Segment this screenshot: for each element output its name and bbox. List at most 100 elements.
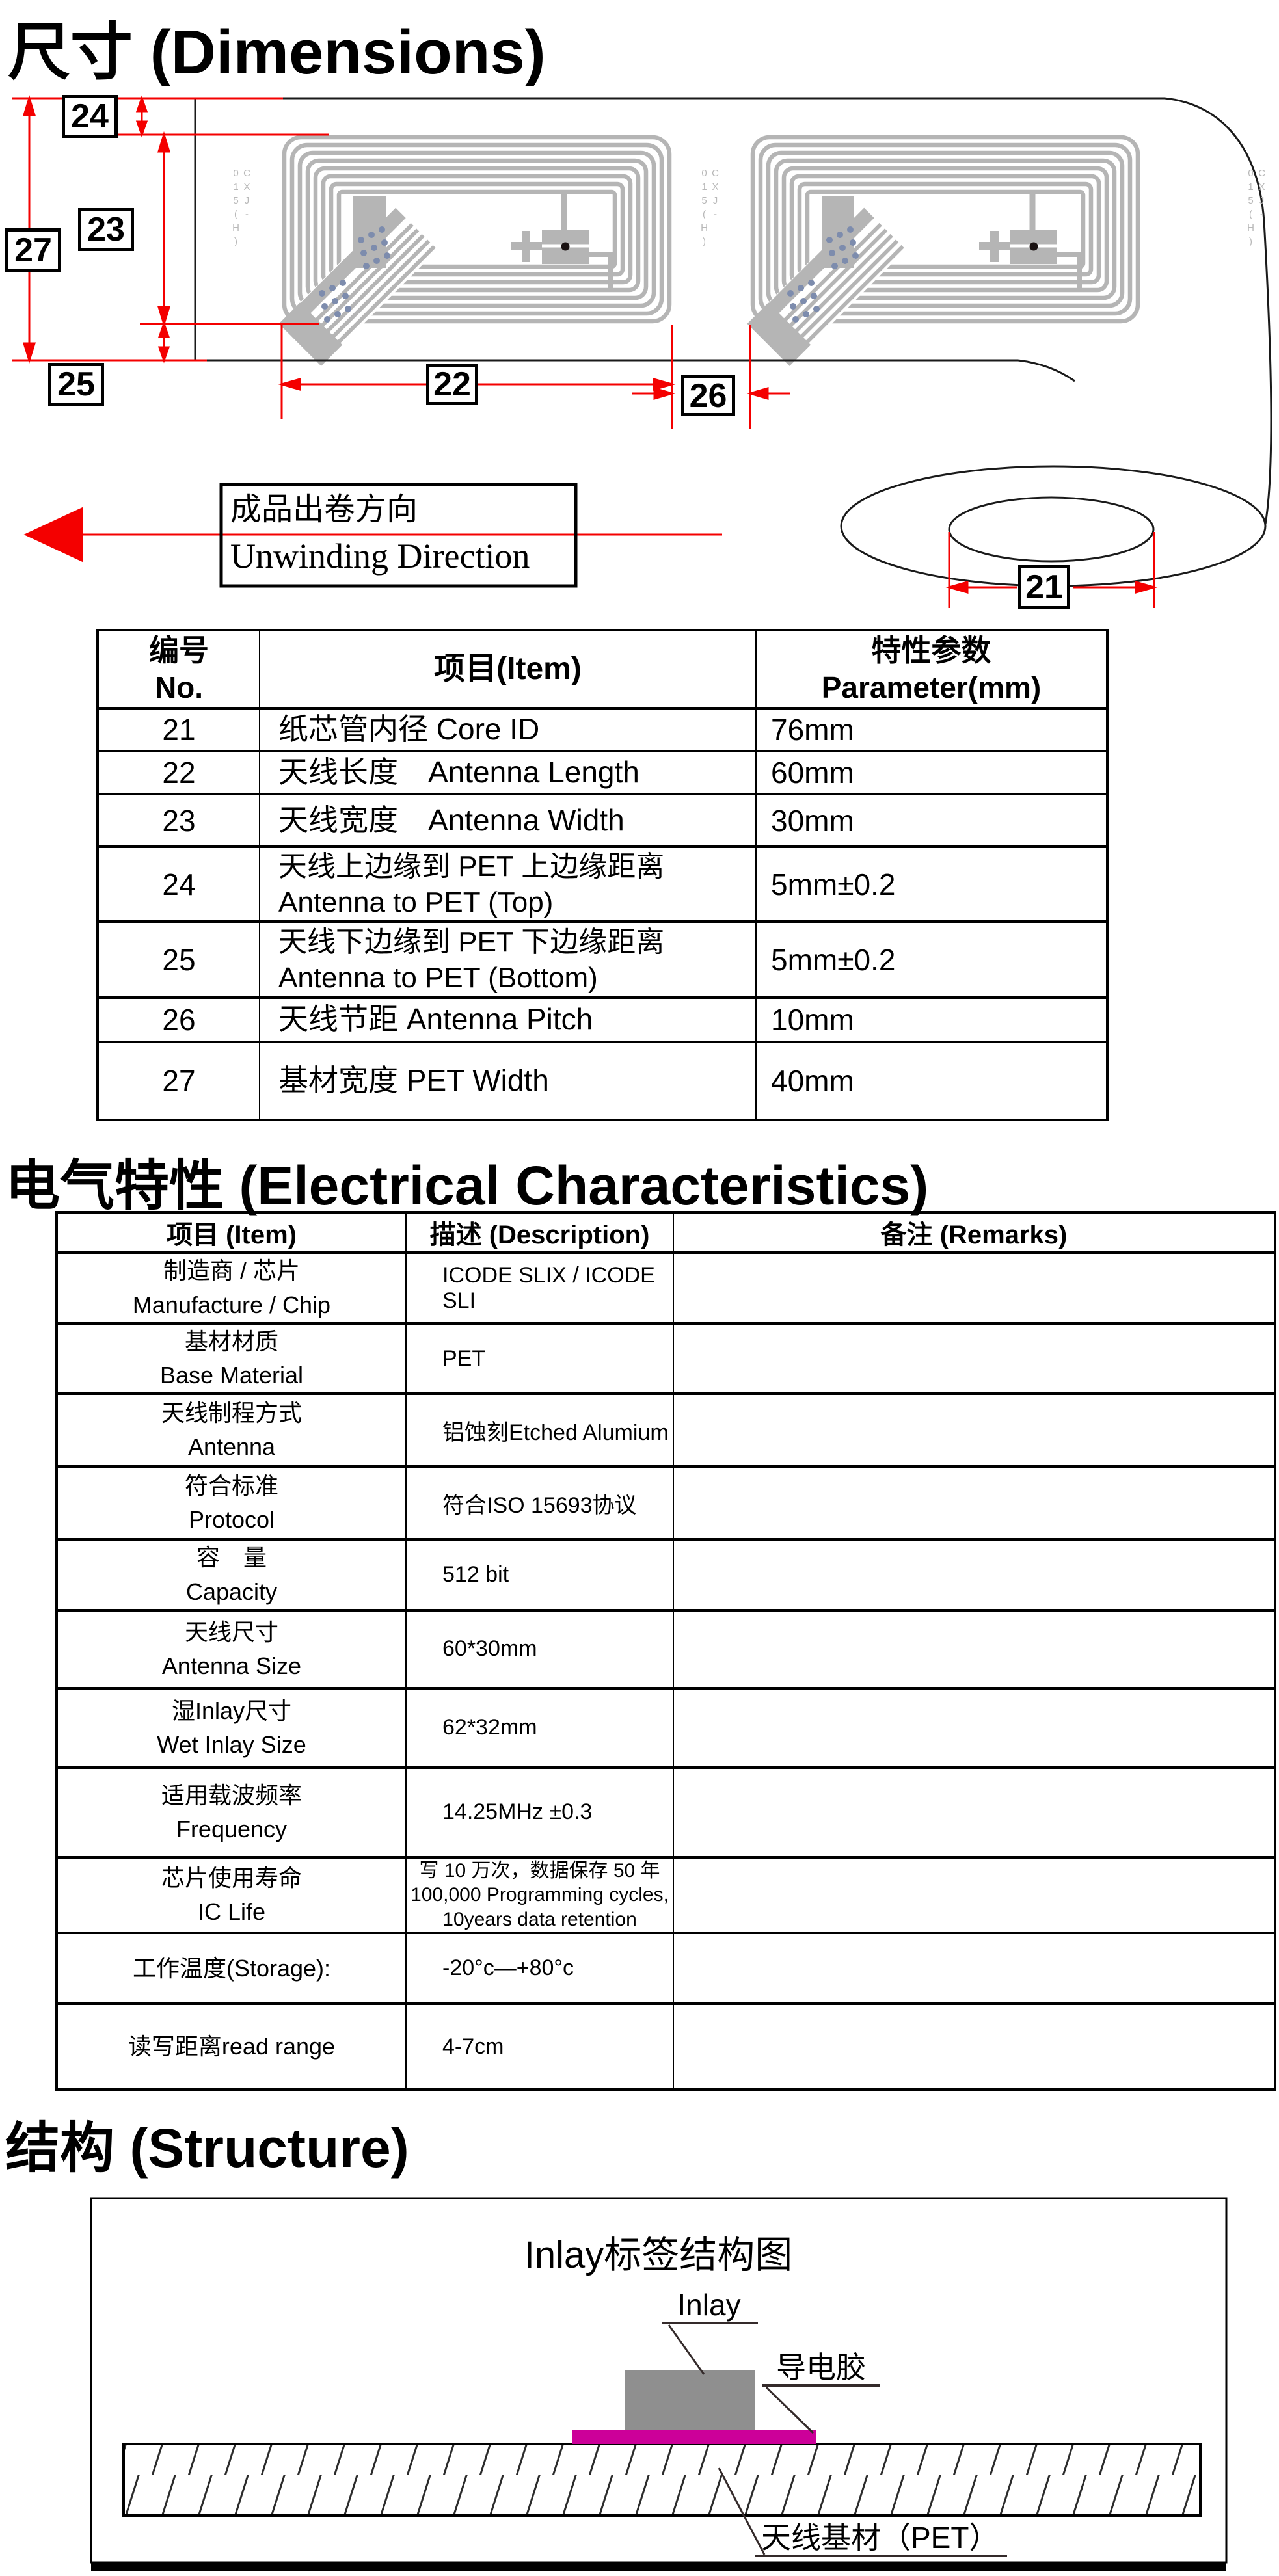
remarks-cell [673, 1766, 1276, 1859]
coil-marking-3: CXJ-015(H) [1245, 168, 1267, 250]
item-zh: 基材材质 [184, 1328, 278, 1355]
table-row: 25 天线下边缘到 PET 下边缘距离 Antenna to PET (Bott… [97, 920, 1108, 999]
remarks-cell [673, 1608, 1276, 1690]
column-header-remarks: 备注 (Remarks) [673, 1211, 1276, 1254]
item-cell: 容 量 Capacity [56, 1538, 407, 1612]
remarks-cell [673, 1392, 1276, 1468]
column-header-item: 项目 (Item) [56, 1211, 407, 1254]
header-param-zh: 特性参数 [871, 633, 991, 667]
table-row: 符合标准 Protocol 符合ISO 15693协议 [56, 1465, 1276, 1541]
pet-strip-outline [194, 97, 1272, 525]
item-cell: 制造商 / 芯片 Manufacture / Chip [56, 1251, 407, 1325]
table-row: 22 天线长度 Antenna Length 60mm [97, 750, 1108, 795]
item-cell: 天线上边缘到 PET 上边缘距离 Antenna to PET (Top) [259, 845, 757, 923]
item-cell: 适用载波频率 Frequency [56, 1766, 407, 1859]
item-cell: 天线长度 Antenna Length [259, 750, 757, 795]
item-zh: 天线尺寸 [184, 1618, 278, 1645]
table-row: 适用载波频率 Frequency 14.25MHz ±0.3 [56, 1766, 1276, 1859]
item-cell: 天线制程方式 Antenna [56, 1392, 407, 1468]
dimensions-table: 编号 No. 项目(Item) 特性参数 Parameter(mm) 21 纸芯… [96, 629, 1109, 1121]
dimension-callout-22: 22 [426, 364, 478, 405]
dimension-callout-24: 24 [62, 95, 118, 138]
item-zh: 容 量 [196, 1544, 267, 1571]
description-cell: 14.25MHz ±0.3 [405, 1766, 674, 1859]
table-row: 制造商 / 芯片 Manufacture / Chip ICODE SLIX /… [56, 1251, 1276, 1325]
param-cell: 30mm [755, 793, 1108, 848]
dimension-callout-26: 26 [681, 375, 735, 416]
description-cell: 铝蚀刻Etched Alumium [405, 1392, 674, 1468]
item-line-en: Antenna to PET (Bottom) [278, 961, 598, 994]
item-cell: 基材宽度 PET Width [259, 1041, 757, 1121]
item-en: Wet Inlay Size [157, 1731, 306, 1758]
item-zh: 制造商 / 芯片 [163, 1257, 300, 1284]
electrical-section-title: 电气特性 (Electrical Characteristics) [5, 1155, 929, 1216]
table-row: 基材材质 Base Material PET [56, 1321, 1276, 1396]
remarks-cell [673, 1321, 1276, 1396]
remarks-cell [673, 1686, 1276, 1769]
item-en: Antenna Size [161, 1652, 302, 1679]
header-no-zh: 编号 [149, 633, 209, 667]
dimension-callout-21: 21 [1018, 565, 1070, 609]
description-cell: 512 bit [405, 1538, 674, 1612]
item-cell: 纸芯管内径 Core ID [259, 707, 757, 752]
param-cell: 10mm [755, 996, 1108, 1043]
description-cell: 62*32mm [405, 1686, 674, 1769]
param-cell: 60mm [755, 750, 1108, 795]
no-cell: 23 [97, 793, 260, 848]
desc-line: 100,000 Programming cycles, [411, 1884, 669, 1906]
remarks-cell [673, 2002, 1276, 2091]
remarks-cell [673, 1855, 1276, 1935]
description-cell: ICODE SLIX / ICODE SLI [405, 1251, 674, 1325]
description-cell: -20°c—+80°c [405, 1932, 674, 2006]
column-header-item: 项目(Item) [259, 629, 757, 710]
column-header-parameter: 特性参数 Parameter(mm) [755, 629, 1108, 710]
unwinding-label-en: Unwinding Direction [230, 537, 530, 576]
table-row: 天线制程方式 Antenna 铝蚀刻Etched Alumium [56, 1392, 1276, 1468]
structure-section-title: 结构 (Structure) [5, 2118, 409, 2179]
left-arrow-icon [23, 507, 83, 563]
item-en: Frequency [176, 1815, 288, 1842]
electrical-table: 项目 (Item) 描述 (Description) 备注 (Remarks) … [55, 1211, 1276, 2091]
structure-box-title: Inlay标签结构图 [524, 2234, 793, 2276]
item-en: Base Material [159, 1362, 304, 1389]
table-row: 21 纸芯管内径 Core ID 76mm [97, 707, 1108, 752]
unwinding-direction-label: 成品出卷方向 Unwinding Direction [230, 489, 565, 581]
remarks-cell [673, 1251, 1276, 1325]
table-row: 湿Inlay尺寸 Wet Inlay Size 62*32mm [56, 1686, 1276, 1769]
no-cell: 27 [97, 1041, 260, 1121]
table-row: 芯片使用寿命 IC Life 写 10 万次，数据保存 50 年 100,000… [56, 1855, 1276, 1935]
substrate-bar [122, 2443, 1202, 2517]
param-cell: 5mm±0.2 [755, 920, 1108, 999]
description-cell: 4-7cm [405, 2002, 674, 2091]
item-zh: 芯片使用寿命 [161, 1864, 302, 1891]
item-zh: 湿Inlay尺寸 [171, 1697, 292, 1724]
item-en: Protocol [188, 1506, 275, 1534]
item-en: Manufacture / Chip [132, 1291, 331, 1318]
adhesive-strip [572, 2430, 816, 2444]
unwinding-direction-box [219, 483, 578, 588]
table-row: 项目 (Item) 描述 (Description) 备注 (Remarks) [56, 1211, 1276, 1254]
item-cell: 符合标准 Protocol [56, 1465, 407, 1541]
param-cell: 76mm [755, 707, 1108, 752]
table-row: 26 天线节距 Antenna Pitch 10mm [97, 996, 1108, 1043]
table-row: 23 天线宽度 Antenna Width 30mm [97, 793, 1108, 848]
structure-frame-bottom-bar [91, 2562, 1226, 2571]
item-line-zh: 天线下边缘到 PET 下边缘距离 [278, 925, 665, 958]
column-header-description: 描述 (Description) [405, 1211, 674, 1254]
dimension-callout-25: 25 [48, 363, 104, 406]
item-cell: 天线尺寸 Antenna Size [56, 1608, 407, 1690]
item-zh: 天线制程方式 [161, 1400, 302, 1427]
description-cell: 写 10 万次，数据保存 50 年 100,000 Programming cy… [405, 1855, 674, 1935]
adhesive-label: 导电胶 [776, 2350, 866, 2384]
coil-marking-1: CXJ-015(H) [230, 168, 252, 250]
substrate-label: 天线基材（PET） [761, 2521, 999, 2555]
antenna-coil-1 [279, 137, 669, 366]
remarks-cell [673, 1538, 1276, 1612]
item-en: Antenna [187, 1433, 276, 1461]
item-cell: 天线宽度 Antenna Width [259, 793, 757, 848]
no-cell: 26 [97, 996, 260, 1043]
no-cell: 25 [97, 920, 260, 999]
roll-core-ellipse [948, 496, 1155, 563]
dimension-callout-27: 27 [5, 228, 61, 272]
desc-line: 10years data retention [442, 1908, 637, 1930]
